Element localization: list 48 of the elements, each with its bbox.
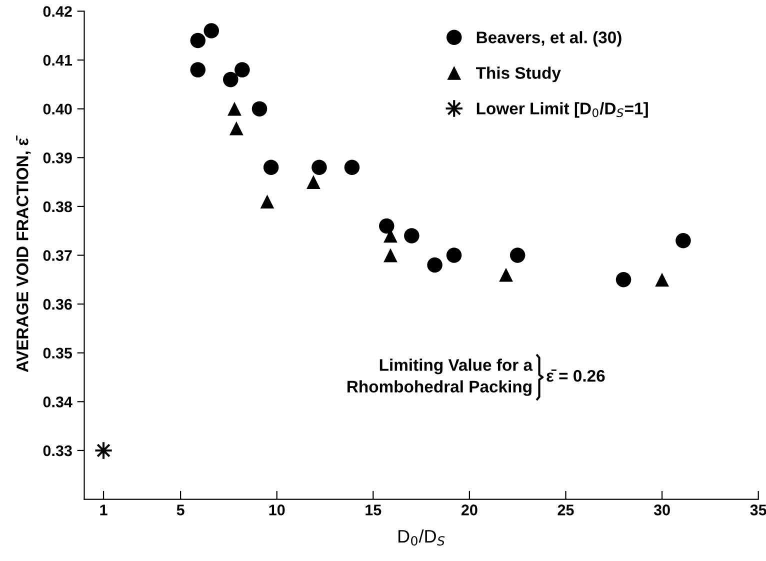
point	[499, 268, 513, 282]
point	[655, 272, 669, 287]
y-tick-label: 0.37	[43, 250, 72, 261]
legend-label: This Study	[476, 66, 561, 82]
y-tick-label: 0.40	[43, 104, 72, 115]
point	[676, 232, 691, 248]
y-tick-label: 0.34	[43, 396, 72, 408]
point	[252, 101, 268, 116]
annotation: Limiting Value for a Rhombohedral Packing	[348, 358, 533, 396]
x-tick-label: 15	[366, 504, 382, 516]
x-tick-label: 30	[654, 504, 670, 516]
annotation: ε̄ = 0.26	[546, 370, 605, 382]
y-tick-label: 0.36	[43, 298, 72, 310]
point	[306, 175, 320, 189]
point	[190, 62, 206, 78]
x-tick-label: 25	[558, 504, 574, 516]
x-tick-label: 35	[750, 504, 766, 516]
point	[204, 23, 220, 38]
y-tick-label: 0.41	[43, 54, 72, 66]
y-tick-label: 0.38	[43, 201, 72, 212]
point	[222, 72, 238, 88]
x-tick-label: 5	[176, 504, 184, 516]
point	[190, 32, 206, 48]
y-tick-label: 0.39	[43, 152, 72, 164]
point	[510, 248, 526, 263]
point	[263, 160, 279, 176]
point	[228, 102, 242, 116]
point	[446, 248, 462, 263]
point	[229, 121, 244, 136]
y-axis-title: AVERAGE VOID FRACTION, ε̄	[16, 136, 31, 372]
x-tick-label: 20	[461, 504, 478, 516]
point	[616, 272, 632, 288]
x-tick-label: 1	[100, 504, 108, 516]
point	[234, 62, 250, 78]
y-tick-label: 0.33	[43, 445, 72, 456]
x-tick-label: 10	[269, 504, 285, 516]
point	[427, 257, 442, 273]
point	[260, 194, 274, 209]
point	[404, 228, 420, 244]
y-tick-label: 0.35	[43, 348, 72, 359]
legend-label: Lower Limit [D$_{0}$/D$_{S}$=1]	[476, 102, 648, 118]
point	[312, 160, 327, 176]
x-axis-title: D$_{0}$/D$_{S}$	[398, 529, 445, 546]
point	[378, 218, 394, 234]
legend-label: Beavers, et al. (30)	[476, 31, 622, 47]
y-tick-label: 0.42	[43, 6, 72, 17]
point	[344, 160, 360, 176]
point	[384, 248, 398, 262]
